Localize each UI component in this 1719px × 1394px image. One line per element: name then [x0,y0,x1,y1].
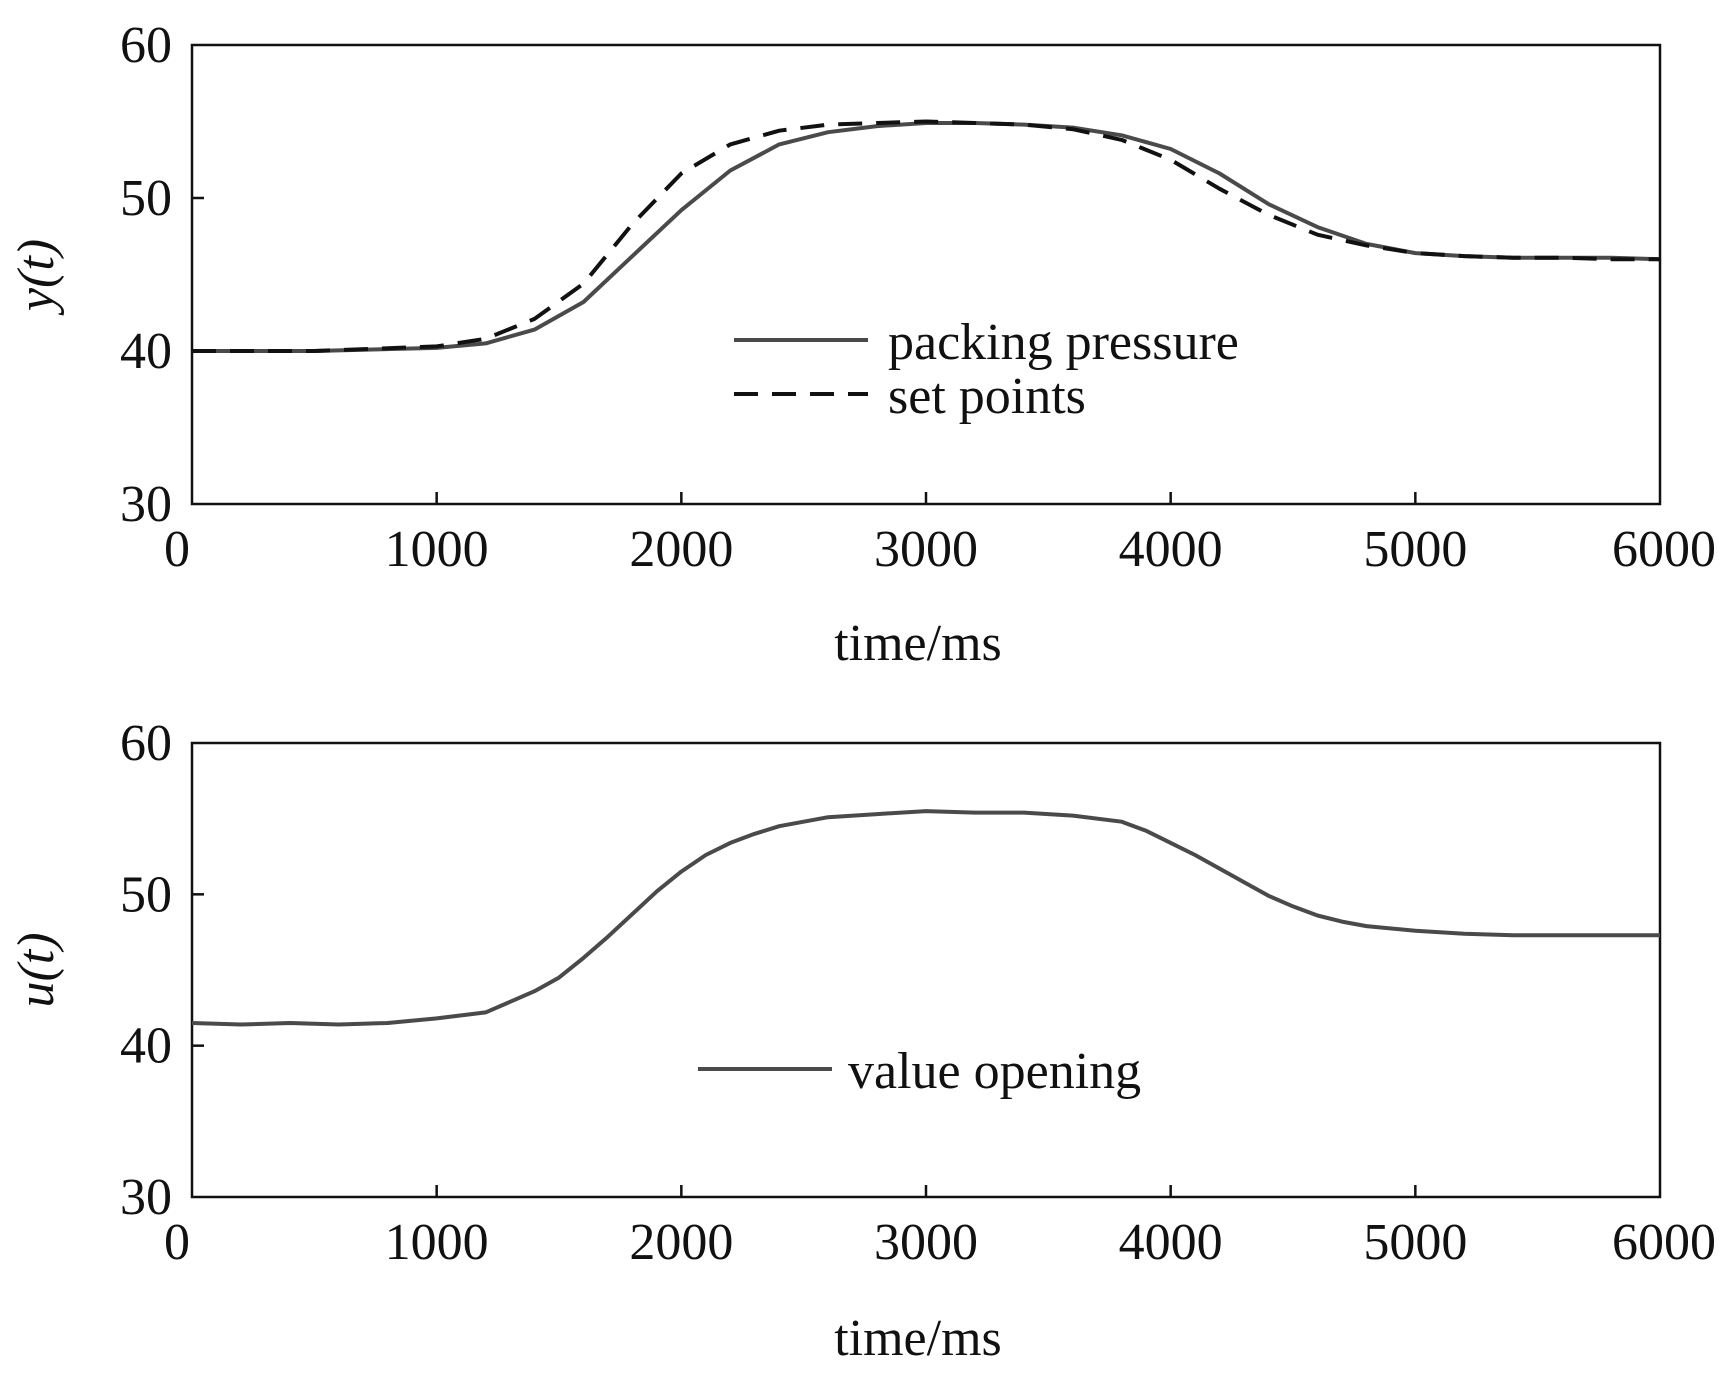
x-tick-label: 2000 [629,1214,733,1271]
y-tick-label: 40 [120,1018,172,1075]
plot-frame-top [190,43,1662,506]
y-axis-label-bottom: u(t) [8,932,65,1007]
x-tick-label: 3000 [874,521,978,578]
legend-bottom: value opening [698,1043,1141,1100]
y-tick-label: 50 [120,866,172,923]
x-tick-label: 0 [164,1214,190,1271]
legend-label-set-points: set points [888,368,1086,425]
x-axis-label-bottom: time/ms [834,1310,1002,1367]
y-tick-label: 30 [120,476,172,533]
legend-label-value-opening: value opening [848,1043,1141,1100]
panel-bottom: 0 1000 2000 3000 4000 5000 6000 30 40 50 60 time/m… [8,715,1716,1367]
legend-label-packing-pressure: packing pressure [888,314,1239,371]
series-line-value-opening [191,809,1660,1027]
ticks-bottom: 0 1000 2000 3000 4000 5000 6000 30 40 50 60 [120,715,1716,1271]
ticks-top: 0 1000 2000 3000 4000 5000 6000 30 40 50 60 [120,17,1716,578]
series-bottom [191,809,1660,1027]
x-tick-label: 0 [164,521,190,578]
x-tick-label: 5000 [1363,521,1467,578]
y-tick-label: 60 [120,715,172,772]
y-tick-label: 30 [120,1169,172,1226]
x-tick-label: 6000 [1612,1214,1716,1271]
x-tick-label: 4000 [1119,521,1223,578]
x-tick-label: 4000 [1119,1214,1223,1271]
series-top [192,119,1661,353]
legend-top: packing pressure set points [734,314,1239,425]
y-tick-label: 60 [120,17,172,74]
x-tick-label: 5000 [1363,1214,1467,1271]
y-tick-label: 50 [120,170,172,227]
y-axis-label-top: y(t) [8,239,65,316]
x-tick-label: 2000 [629,521,733,578]
x-tick-label: 3000 [874,1214,978,1271]
x-tick-label: 6000 [1612,521,1716,578]
x-axis-label-top: time/ms [834,615,1002,672]
x-tick-label: 1000 [385,521,489,578]
panel-top: 0 1000 2000 3000 4000 5000 6000 30 40 50 60 time/m… [8,17,1716,672]
series-line-set-points [192,119,1660,353]
x-tick-label: 1000 [385,1214,489,1271]
y-tick-label: 40 [120,323,172,380]
